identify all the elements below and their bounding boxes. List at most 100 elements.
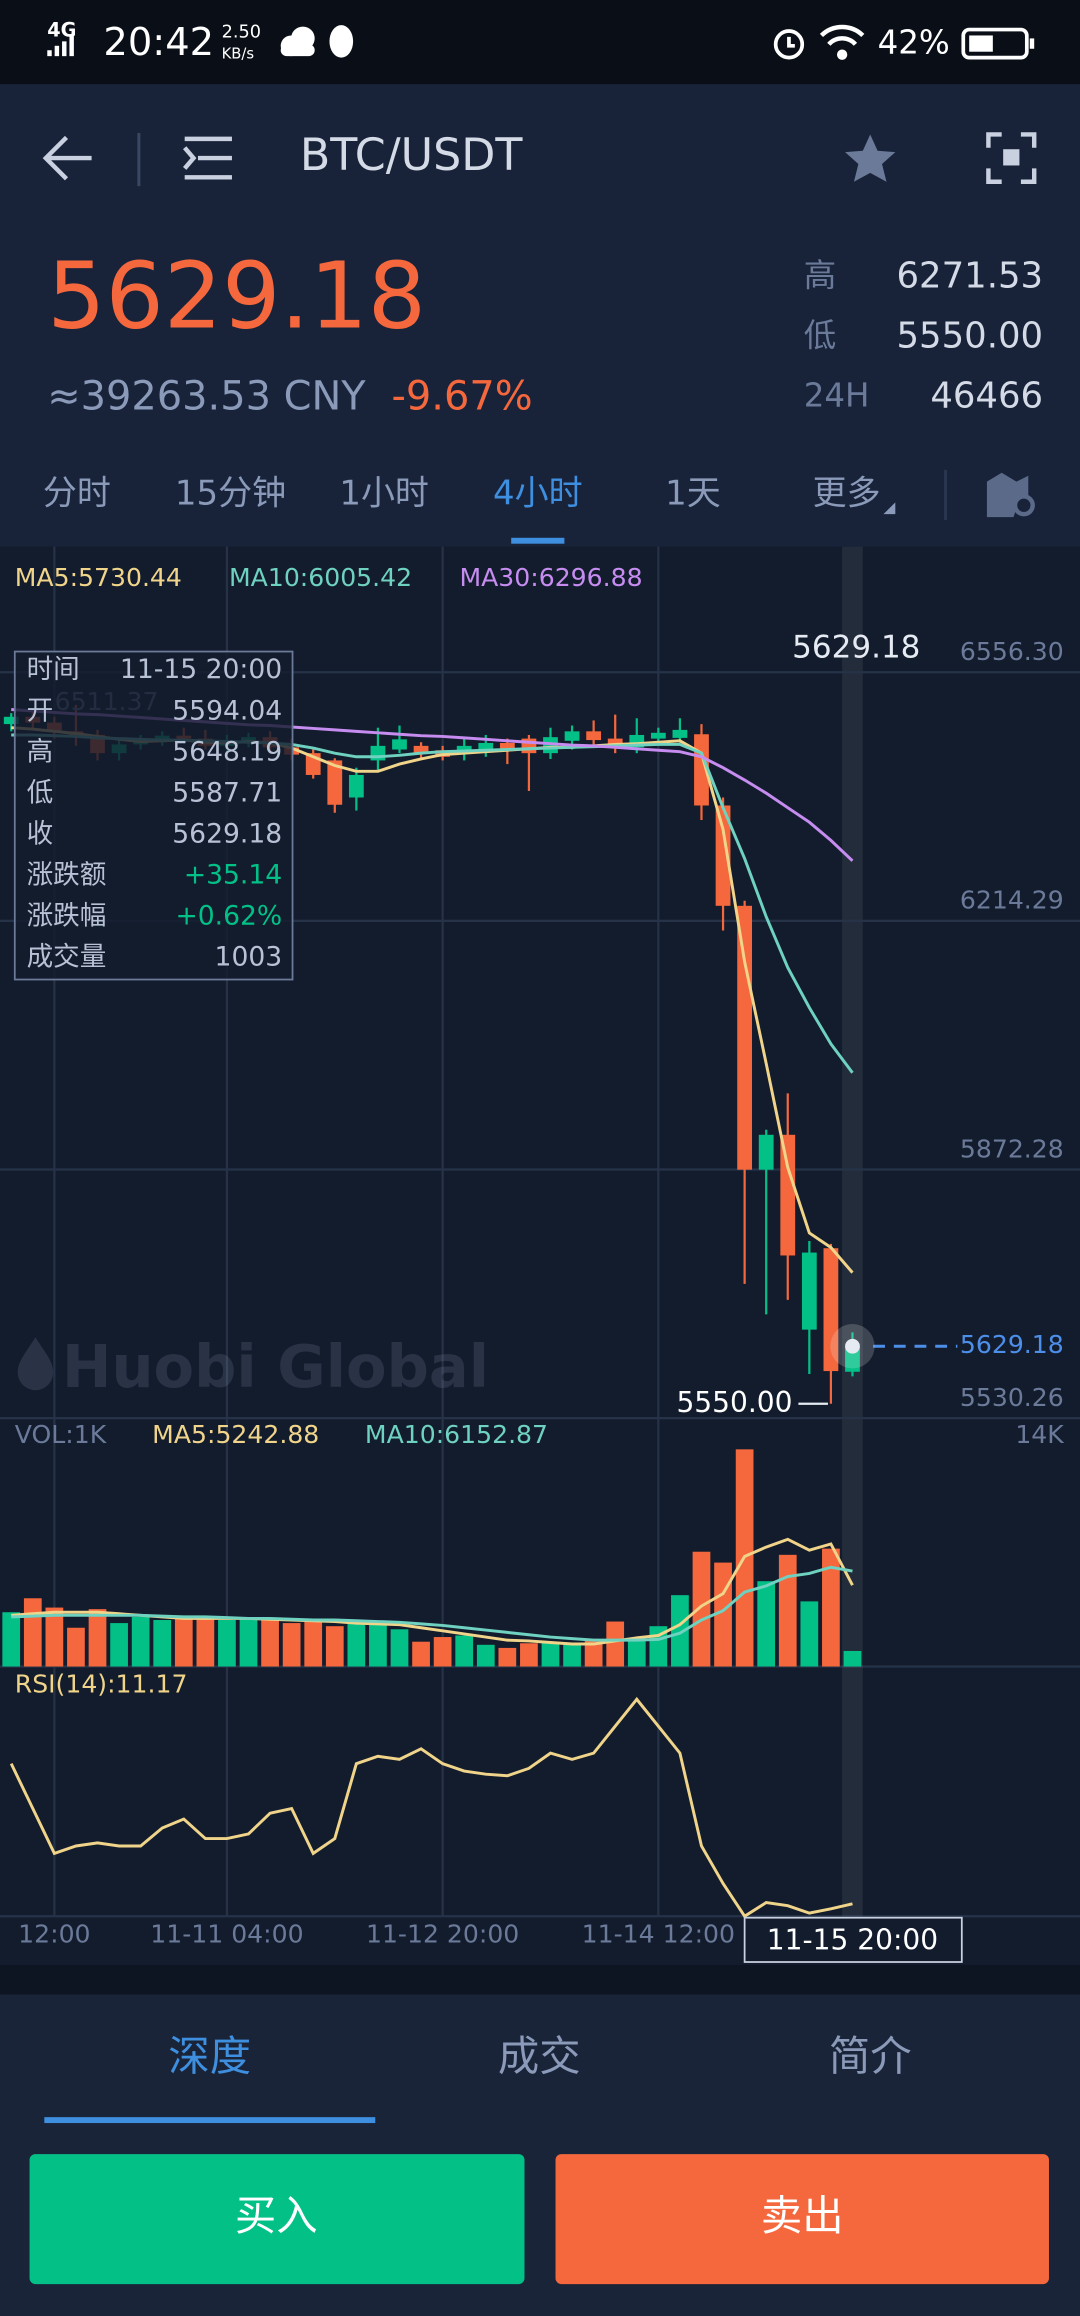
volume-bar (110, 1623, 128, 1667)
favorite-button[interactable] (845, 134, 896, 182)
cloud-icon (280, 26, 315, 57)
volume-bar (325, 1626, 344, 1667)
buy-label[interactable]: 买入 (235, 2192, 318, 2240)
volume-bar (455, 1635, 474, 1667)
candle-body (586, 731, 602, 741)
alarm-icon (773, 29, 805, 60)
candle-body (780, 1134, 796, 1256)
volume-bar (627, 1640, 646, 1667)
candle-body (392, 739, 407, 750)
x-tick-label: 12:00 (18, 1919, 90, 1948)
y-tick-label: 14K (1015, 1420, 1064, 1449)
period-tab[interactable]: 分时 (43, 473, 111, 513)
net-speed: 2.50 (222, 23, 261, 43)
period-tab[interactable]: 1天 (665, 473, 721, 513)
volume-bar (390, 1629, 409, 1667)
volume-bar (45, 1607, 64, 1667)
info-value: 1003 (215, 942, 283, 973)
y-tick-label: 6556.30 (960, 637, 1064, 666)
volume-bar (282, 1623, 301, 1667)
info-label: 成交量 (27, 942, 107, 973)
volume-bar (843, 1650, 862, 1667)
candle-body (758, 1134, 774, 1170)
volume-bar (23, 1598, 42, 1667)
volume-bar (606, 1621, 625, 1667)
candle-body (564, 731, 580, 741)
header-bg (0, 84, 1080, 547)
volume-bar (347, 1623, 366, 1667)
volume-bar (757, 1581, 776, 1667)
volume-bar (304, 1621, 323, 1667)
network: 4G (47, 19, 76, 42)
bottom-tab[interactable]: 简介 (829, 2033, 912, 2081)
volume-bar (88, 1609, 107, 1667)
y-tick-label: 6214.29 (960, 886, 1064, 915)
qq-icon (329, 25, 354, 58)
stat-label: 低 (804, 317, 837, 355)
last-price-top: 5629.18 (792, 630, 920, 666)
last-price: 5629.18 (47, 243, 426, 350)
info-label: 收 (27, 819, 54, 850)
candle-body (715, 805, 731, 906)
period-tab[interactable]: 1小时 (339, 473, 429, 513)
clock: 20:42 (103, 20, 214, 65)
stat-label: 24H (804, 376, 870, 414)
period-tab[interactable]: 4小时 (493, 473, 583, 513)
candle-body (672, 729, 688, 738)
crosshair-dot (845, 1338, 860, 1354)
period-tab[interactable]: 15分钟 (175, 473, 286, 513)
back-button[interactable] (42, 135, 92, 181)
volume-bar (218, 1619, 236, 1667)
dropdown-arrow (883, 502, 896, 515)
info-value: +0.62% (175, 901, 282, 932)
period-tab[interactable]: 更多 (813, 473, 881, 513)
info-box (13, 650, 294, 981)
buy-button[interactable] (29, 2154, 525, 2285)
candle-body (413, 745, 429, 754)
menu-button[interactable] (182, 136, 232, 180)
info-value: 5629.18 (172, 819, 282, 850)
crosshair-band (842, 546, 863, 1917)
price-change: -9.67% (392, 373, 533, 419)
volume-bar (778, 1554, 797, 1667)
sell-button[interactable] (555, 2154, 1049, 2285)
bottom-tab[interactable]: 深度 (168, 2033, 251, 2081)
stat-value: 6271.53 (897, 256, 1044, 297)
info-value: 5594.04 (172, 695, 282, 726)
crosshair-time: 11-15 20:00 (767, 1923, 938, 1956)
sell-label[interactable]: 卖出 (761, 2192, 844, 2240)
spacer (0, 1964, 1080, 1995)
info-value: 11-15 20:00 (120, 654, 282, 685)
volume-bar (174, 1616, 193, 1667)
x-tick-label: 11-12 20:00 (366, 1919, 519, 1948)
volume-bar (67, 1627, 85, 1667)
y-tick-label: 5872.28 (960, 1134, 1064, 1163)
volume-bar (131, 1616, 150, 1667)
last-price-label: 5629.18 (960, 1330, 1064, 1359)
volume-bar (800, 1601, 819, 1667)
panel-label: RSI(14):11.17 (15, 1670, 188, 1699)
volume-bar (671, 1595, 689, 1667)
volume-bar (520, 1643, 538, 1667)
period-underline (511, 537, 565, 544)
candle-body (478, 742, 494, 752)
chart-settings-button[interactable] (986, 472, 1035, 518)
legend-entry: MA10:6005.42 (229, 563, 412, 592)
bottom-tab[interactable]: 成交 (498, 2033, 581, 2081)
volume-bar (412, 1641, 430, 1667)
battery-icon (961, 27, 1035, 60)
volume-bar (433, 1637, 452, 1667)
info-label: 高 (27, 736, 54, 767)
fullscreen-button[interactable] (986, 132, 1037, 184)
line (11, 1565, 853, 1642)
legend-entry: MA10:6152.87 (365, 1420, 548, 1449)
status-bar (0, 0, 1080, 85)
min-label: 5550.00 (676, 1386, 792, 1419)
legend-entry: MA5:5730.44 (15, 563, 182, 592)
panel-label: VOL:1K (15, 1420, 107, 1449)
volume-bar (261, 1619, 279, 1667)
stat-value: 5550.00 (897, 316, 1044, 357)
y-tick-label: 5530.26 (960, 1383, 1064, 1412)
